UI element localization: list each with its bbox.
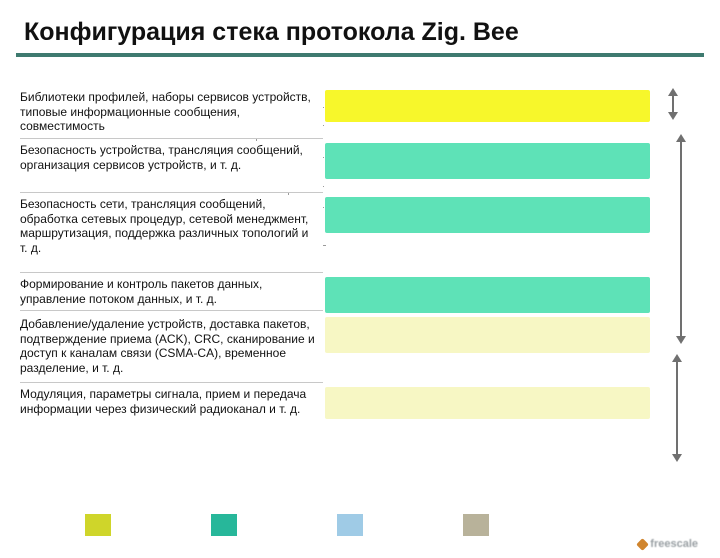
arrow-down-icon (668, 112, 678, 120)
arrow-down-icon (676, 336, 686, 344)
layer-row: Библиотеки профилей, наборы сервисов уст… (20, 88, 700, 139)
layer-bar (325, 387, 650, 419)
layer-row: Безопасность сети, трансляция сообщений,… (20, 195, 700, 273)
layer-row: Формирование и контроль пакетов данных, … (20, 275, 700, 313)
layer-row: Безопасность устройства, трансляция сооб… (20, 141, 700, 193)
layer-description: Безопасность устройства, трансляция сооб… (20, 141, 323, 193)
layer-description: Формирование и контроль пакетов данных, … (20, 275, 323, 311)
arrow-up-icon (668, 88, 678, 96)
legend-swatch (337, 514, 363, 536)
layer-description: Добавление/удаление устройств, доставка … (20, 315, 323, 383)
layer-description: Модуляция, параметры сигнала, прием и пе… (20, 385, 323, 433)
layer-bar (325, 197, 650, 233)
range-arrow (676, 360, 678, 456)
range-arrow (680, 140, 682, 338)
layer-bar (325, 317, 650, 353)
layer-row: Добавление/удаление устройств, доставка … (20, 315, 700, 383)
arrow-up-icon (672, 354, 682, 362)
arrow-up-icon (676, 134, 686, 142)
layer-bar (325, 277, 650, 313)
page-title: Конфигурация стека протокола Zig. Bee (16, 18, 704, 47)
legend-swatch (211, 514, 237, 536)
layer-row: Модуляция, параметры сигнала, прием и пе… (20, 385, 700, 433)
layer-description: Библиотеки профилей, наборы сервисов уст… (20, 88, 323, 139)
legend-swatch (463, 514, 489, 536)
layer-bar (325, 90, 650, 122)
range-arrow (672, 94, 674, 114)
arrow-down-icon (672, 454, 682, 462)
layer-description: Безопасность сети, трансляция сообщений,… (20, 195, 323, 273)
layer-bar (325, 143, 650, 179)
legend-swatch (85, 514, 111, 536)
legend (85, 514, 489, 536)
diagram-content: Библиотеки профилей, наборы сервисов уст… (20, 88, 700, 558)
title-bar: Конфигурация стека протокола Zig. Bee (16, 18, 704, 57)
